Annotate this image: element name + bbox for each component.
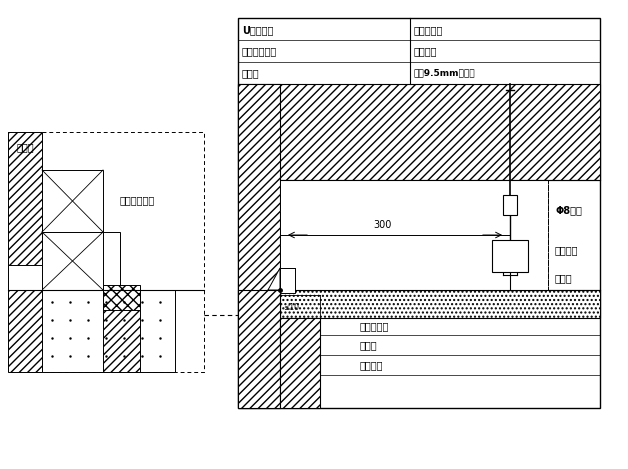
Bar	[103, 290, 140, 372]
Bar	[8, 132, 42, 372]
Text: 双层9.5mm石膏板: 双层9.5mm石膏板	[414, 68, 475, 77]
Text: 建筑结构层: 建筑结构层	[360, 321, 389, 331]
Text: ≤10: ≤10	[283, 303, 299, 311]
Bar	[103, 232, 120, 290]
Text: 轻钢龙骨: 轻钢龙骨	[414, 46, 438, 56]
Text: 模型石膏填缝: 模型石膏填缝	[242, 46, 277, 56]
Text: 300: 300	[373, 220, 391, 230]
Text: 石材墙面: 石材墙面	[360, 360, 384, 370]
Text: 主龙骨: 主龙骨	[555, 273, 573, 283]
Text: U型边龙骨: U型边龙骨	[242, 25, 273, 35]
Text: Φ8吊筋: Φ8吊筋	[555, 205, 582, 215]
Bar	[238, 84, 280, 408]
Text: 木龙骨: 木龙骨	[242, 68, 259, 78]
Text: 建筑结构层: 建筑结构层	[414, 25, 443, 35]
Bar	[280, 180, 548, 290]
Bar	[280, 318, 320, 408]
Bar	[8, 265, 42, 290]
Bar	[103, 285, 140, 310]
Bar	[503, 195, 517, 215]
Polygon shape	[268, 268, 280, 290]
Text: 模型石膏填缝: 模型石膏填缝	[120, 195, 155, 205]
Text: 龙骨吊件: 龙骨吊件	[555, 245, 578, 255]
Text: 木龙骨: 木龙骨	[17, 142, 35, 152]
Bar	[8, 132, 204, 372]
Bar	[492, 240, 528, 272]
Text: 灌装层: 灌装层	[360, 340, 377, 350]
Bar	[42, 290, 175, 372]
Bar	[280, 290, 600, 318]
Bar	[238, 18, 600, 408]
Bar	[42, 170, 103, 232]
Bar	[280, 268, 295, 293]
Bar	[42, 232, 103, 290]
Bar	[238, 290, 280, 408]
Bar	[238, 84, 600, 180]
